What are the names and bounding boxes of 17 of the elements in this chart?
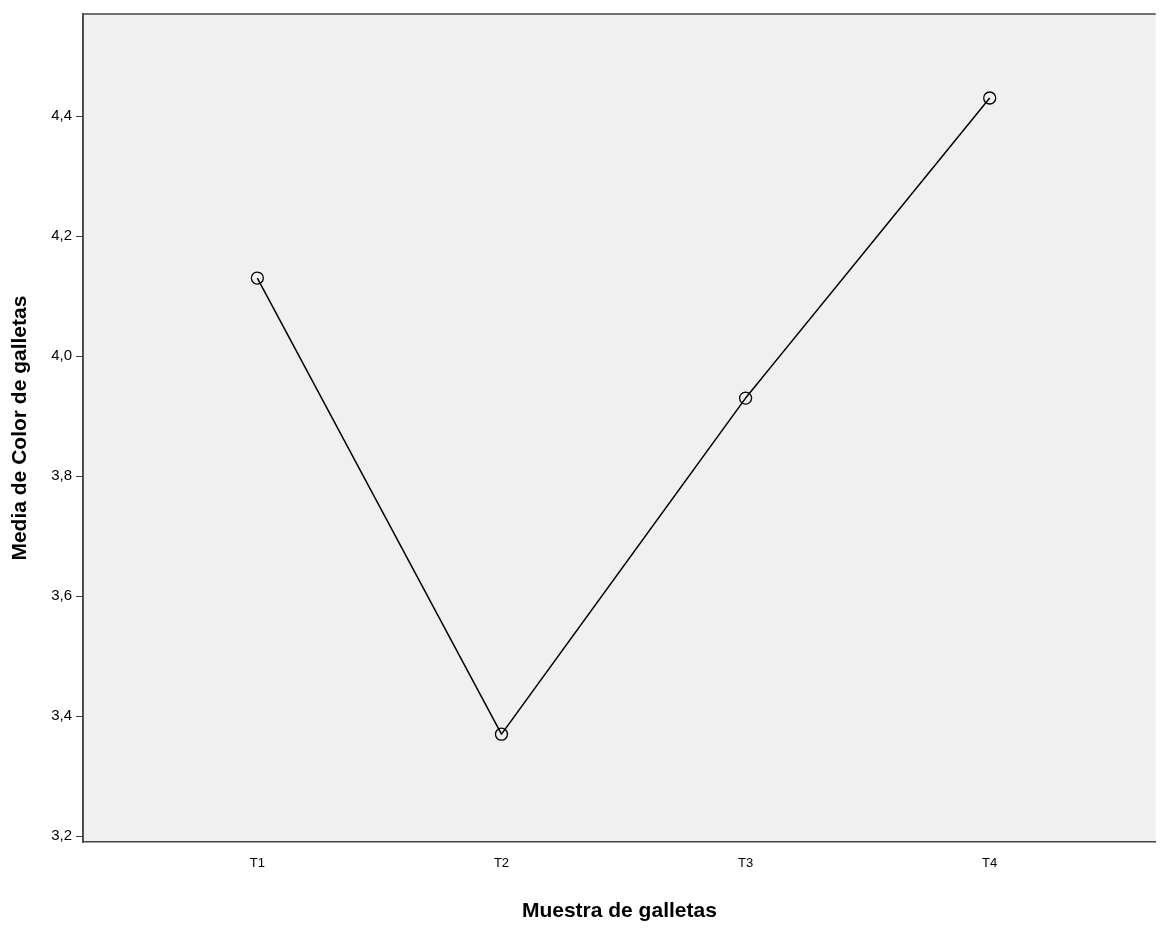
y-tick-label: 3,4	[51, 706, 73, 724]
y-tick-label: 4,4	[51, 106, 73, 124]
y-tick-label: 4,0	[51, 346, 73, 364]
point	[250, 271, 264, 285]
x-tick-label: T2	[493, 854, 510, 870]
y-tick-label: 4,2	[51, 226, 73, 244]
y-tick-label: 3,2	[51, 826, 73, 844]
y-axis-title: Media de Color de galletas	[7, 295, 31, 561]
point	[738, 391, 753, 405]
x-axis-title: Muestra de galletas	[521, 898, 717, 922]
point	[983, 91, 997, 105]
x-tick-label: T1	[249, 854, 265, 870]
x-tick-label: T3	[738, 854, 754, 870]
x-tick-label: T4	[982, 854, 998, 870]
y-tick-label: 3,6	[51, 586, 73, 604]
point	[494, 727, 509, 741]
y-tick-label: 3,8	[51, 466, 73, 484]
